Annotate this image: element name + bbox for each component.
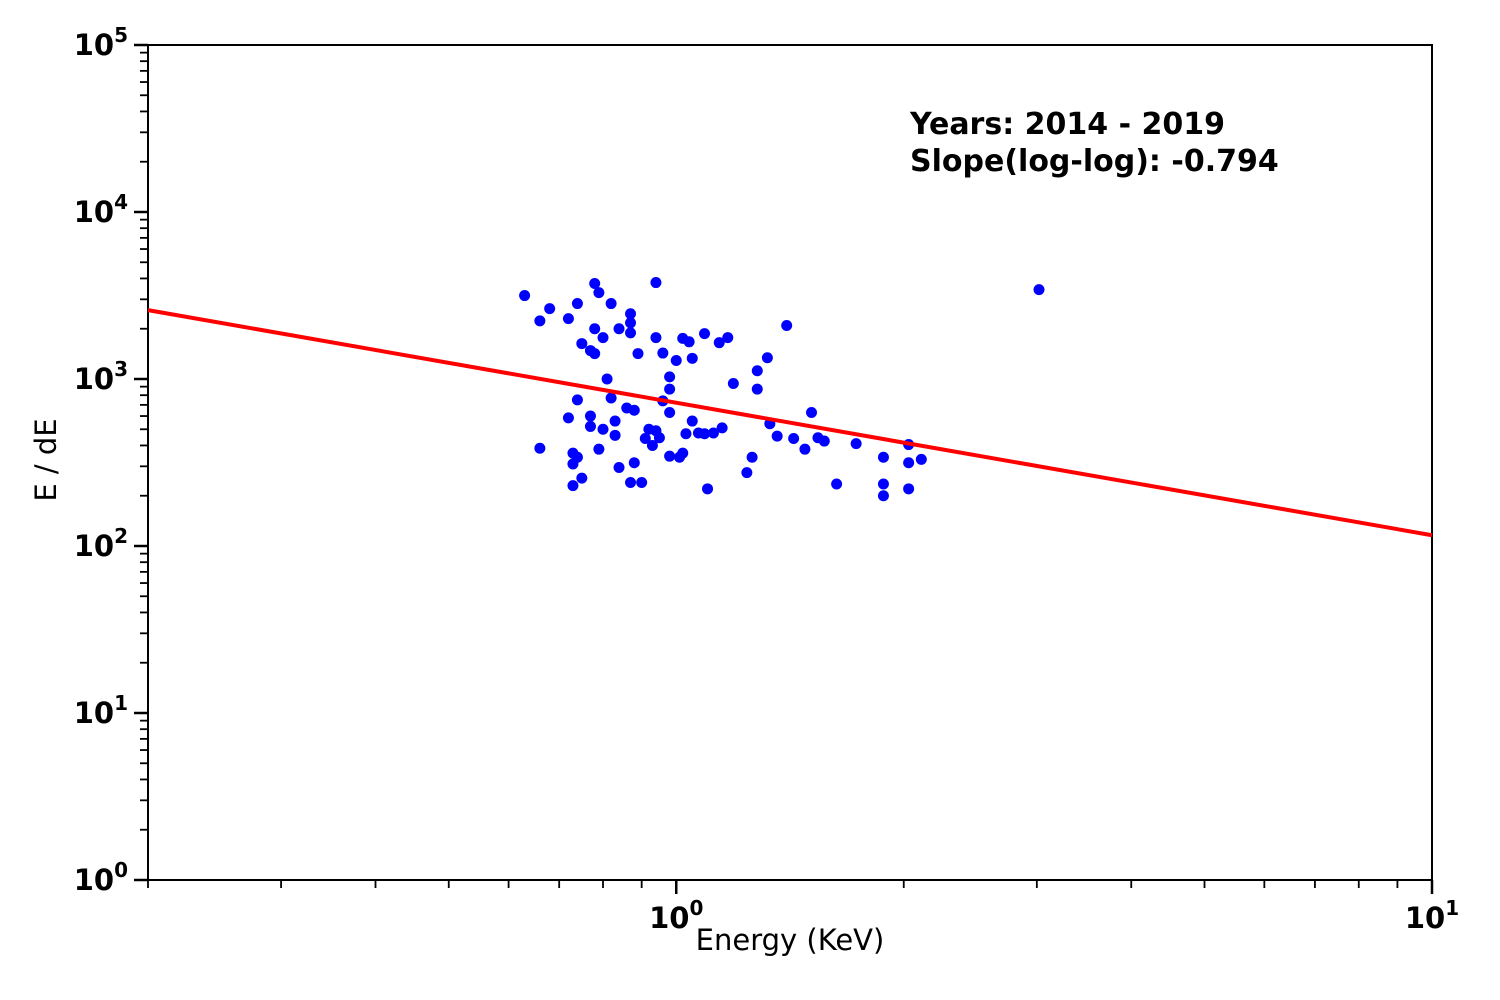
data-point: [903, 457, 915, 469]
data-point: [741, 467, 753, 479]
data-point: [686, 352, 698, 364]
data-point: [751, 365, 763, 377]
y-tick-label: 100: [74, 858, 128, 897]
data-point: [584, 420, 596, 432]
data-point: [707, 427, 719, 439]
data-point: [806, 407, 818, 419]
data-point: [664, 407, 676, 419]
data-point: [625, 477, 637, 489]
data-point: [702, 483, 714, 495]
x-tick-label: 100: [649, 896, 703, 935]
data-point: [576, 472, 588, 484]
data-point: [670, 355, 682, 367]
data-point: [597, 423, 609, 435]
data-point: [915, 453, 927, 465]
data-point: [636, 477, 648, 489]
data-point: [609, 429, 621, 441]
x-tick-label: 101: [1405, 896, 1459, 935]
x-axis-label: Energy (KeV): [695, 923, 885, 957]
data-point: [567, 480, 579, 492]
annotation-years: Years: 2014 - 2019: [910, 107, 1225, 142]
data-point: [628, 404, 640, 416]
fit-line: [147, 308, 1433, 538]
data-point: [628, 457, 640, 469]
data-point: [699, 328, 711, 340]
data-point: [646, 439, 658, 451]
data-point: [544, 303, 556, 315]
data-point: [818, 435, 830, 447]
data-point: [567, 458, 579, 470]
data-point: [625, 308, 637, 320]
data-point: [562, 412, 574, 424]
data-point: [680, 428, 692, 440]
data-point: [788, 433, 800, 445]
data-point: [1033, 284, 1045, 296]
data-point: [771, 430, 783, 442]
data-point: [589, 348, 601, 360]
data-point: [571, 298, 583, 310]
data-point: [877, 478, 889, 490]
data-point: [722, 332, 734, 344]
data-point: [653, 432, 665, 444]
data-point: [613, 462, 625, 474]
data-point: [562, 313, 574, 325]
data-point: [650, 277, 662, 289]
data-point: [589, 323, 601, 335]
data-point: [534, 315, 546, 327]
data-point: [877, 451, 889, 463]
data-point: [589, 278, 601, 290]
data-point: [597, 332, 609, 344]
data-point: [609, 415, 621, 427]
data-point: [571, 394, 583, 406]
data-point: [664, 383, 676, 395]
data-point: [664, 371, 676, 383]
plot-border: [147, 44, 1433, 881]
y-tick-label: 104: [74, 190, 128, 229]
data-point: [605, 298, 617, 310]
data-point: [716, 422, 728, 434]
data-point: [831, 478, 843, 490]
data-point: [625, 317, 637, 329]
data-point: [639, 433, 651, 445]
data-point: [534, 442, 546, 454]
data-point: [781, 320, 793, 332]
y-tick-label: 103: [74, 357, 128, 396]
data-point: [686, 415, 698, 427]
y-tick-label: 105: [74, 23, 128, 62]
data-point: [727, 377, 739, 389]
data-point: [799, 443, 811, 455]
data-point: [877, 490, 889, 502]
data-point: [746, 451, 758, 463]
data-point: [593, 287, 605, 299]
data-point: [903, 483, 915, 495]
data-point: [751, 383, 763, 395]
data-point: [584, 410, 596, 422]
data-point: [761, 352, 773, 364]
y-tick-label: 102: [74, 524, 128, 563]
data-point: [605, 392, 617, 404]
data-point: [850, 438, 862, 450]
data-point: [613, 323, 625, 335]
data-point: [657, 347, 669, 359]
data-point: [576, 338, 588, 350]
data-point: [713, 337, 725, 349]
data-point: [664, 450, 676, 462]
data-point: [519, 290, 531, 302]
y-tick-label: 101: [74, 691, 128, 730]
data-point: [683, 336, 695, 348]
data-point: [650, 332, 662, 344]
data-point: [632, 348, 644, 360]
annotation-slope: Slope(log-log): -0.794: [910, 144, 1279, 179]
data-point: [699, 428, 711, 440]
data-point: [601, 373, 613, 385]
data-point: [593, 443, 605, 455]
y-axis-label: E / dE: [29, 418, 63, 502]
annotation-box: Years: 2014 - 2019 Slope(log-log): -0.79…: [910, 106, 1279, 180]
data-point: [677, 447, 689, 459]
data-point: [625, 327, 637, 339]
